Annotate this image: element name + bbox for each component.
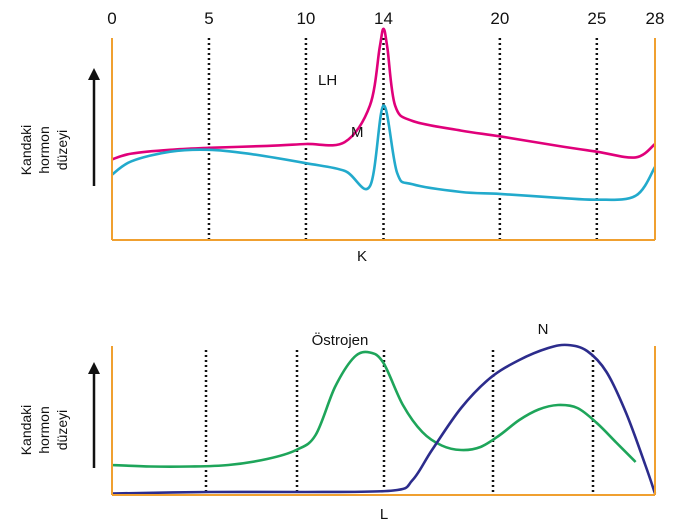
lh-series-label: LH	[318, 72, 337, 89]
x-tick-label: 5	[204, 9, 213, 28]
top-ylabel-line-2: hormon	[36, 126, 52, 173]
ostrojen-series-label: Östrojen	[312, 331, 369, 349]
top-y-axis-label: Kandaki hormon düzeyi	[18, 125, 70, 176]
x-tick-label: 14	[374, 9, 393, 28]
bottom-ylabel-line-1: Kandaki	[18, 405, 34, 456]
top-ylabel-line-1: Kandaki	[18, 125, 34, 176]
bottom-day-gridlines	[204, 350, 595, 495]
series-line-m	[111, 104, 657, 202]
x-tick-label: 20	[490, 9, 509, 28]
x-tick-labels: 0 5 10 14 20 25 28	[107, 9, 664, 28]
l-axis-label: L	[380, 506, 388, 523]
x-tick-label: 0	[107, 9, 116, 28]
top-y-arrow	[88, 68, 100, 186]
bottom-ylabel-line-2: hormon	[36, 406, 52, 453]
series-line-n	[111, 343, 657, 495]
series-line--strojen	[111, 350, 637, 469]
bottom-chart: Kandaki hormon düzeyi Östrojen N L	[18, 321, 657, 523]
k-axis-label: K	[357, 248, 367, 265]
bottom-y-arrow	[88, 362, 100, 468]
bottom-frame	[111, 346, 656, 496]
top-series-lines	[111, 27, 657, 202]
series-line-lh	[111, 27, 656, 161]
bottom-y-axis-label: Kandaki hormon düzeyi	[18, 405, 70, 456]
x-tick-label: 25	[587, 9, 606, 28]
top-chart: Kandaki hormon düzeyi LH M K	[18, 27, 657, 265]
bottom-ylabel-line-3: düzeyi	[54, 410, 70, 450]
bottom-series-lines	[111, 343, 657, 495]
top-ylabel-line-3: düzeyi	[54, 130, 70, 170]
top-frame	[111, 38, 656, 241]
x-tick-label: 28	[646, 9, 665, 28]
m-series-label: M	[351, 124, 364, 141]
n-series-label: N	[538, 321, 549, 338]
x-tick-label: 10	[296, 9, 315, 28]
top-day-gridlines	[207, 38, 599, 240]
